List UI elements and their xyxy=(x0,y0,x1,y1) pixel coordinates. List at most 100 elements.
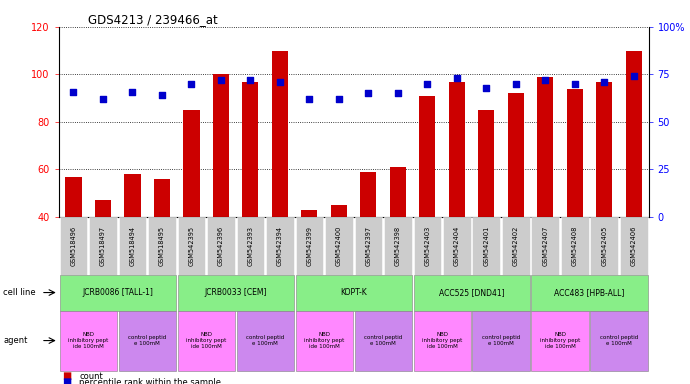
Bar xyxy=(331,205,347,217)
Bar xyxy=(384,217,412,275)
Bar xyxy=(420,96,435,217)
Bar xyxy=(272,51,288,217)
Text: count: count xyxy=(79,372,103,381)
Bar xyxy=(59,217,87,275)
Text: GSM518497: GSM518497 xyxy=(100,226,106,266)
Text: KOPT-K: KOPT-K xyxy=(340,288,367,297)
Text: NBD
inhibitory pept
ide 100mM: NBD inhibitory pept ide 100mM xyxy=(68,332,108,349)
Text: GSM542403: GSM542403 xyxy=(424,226,431,266)
Text: control peptid
e 100mM: control peptid e 100mM xyxy=(482,335,520,346)
Point xyxy=(511,81,522,87)
Bar xyxy=(596,81,613,217)
Bar xyxy=(89,217,117,275)
Bar xyxy=(207,217,235,275)
Bar xyxy=(59,275,176,311)
Bar xyxy=(390,167,406,217)
Point xyxy=(97,96,108,102)
Point xyxy=(569,81,580,87)
Bar xyxy=(473,311,530,371)
Point xyxy=(245,77,256,83)
Text: NBD
inhibitory pept
ide 100mM: NBD inhibitory pept ide 100mM xyxy=(304,332,344,349)
Bar xyxy=(538,77,553,217)
Point xyxy=(629,73,640,79)
Text: GSM542408: GSM542408 xyxy=(572,225,578,266)
Bar xyxy=(184,110,199,217)
Bar xyxy=(119,217,146,275)
Text: GSM542406: GSM542406 xyxy=(631,225,637,266)
Point xyxy=(540,77,551,83)
Bar xyxy=(295,311,353,371)
Point xyxy=(186,81,197,87)
Bar xyxy=(266,217,294,275)
Text: GSM542404: GSM542404 xyxy=(454,225,460,266)
Text: GSM542399: GSM542399 xyxy=(306,226,313,266)
Bar xyxy=(531,217,559,275)
Bar xyxy=(360,172,377,217)
Text: NBD
inhibitory pept
ide 100mM: NBD inhibitory pept ide 100mM xyxy=(186,332,226,349)
Bar xyxy=(59,311,117,371)
Text: ■: ■ xyxy=(62,377,71,384)
Text: JCRB0086 [TALL-1]: JCRB0086 [TALL-1] xyxy=(82,288,153,297)
Bar xyxy=(591,311,648,371)
Bar xyxy=(154,179,170,217)
Bar xyxy=(295,217,323,275)
Text: GSM542397: GSM542397 xyxy=(366,226,371,266)
Text: GSM518494: GSM518494 xyxy=(130,226,135,266)
Bar xyxy=(531,275,648,311)
Bar xyxy=(66,177,81,217)
Bar xyxy=(626,51,642,217)
Bar xyxy=(508,93,524,217)
Bar xyxy=(620,217,648,275)
Text: percentile rank within the sample: percentile rank within the sample xyxy=(79,378,221,384)
Point xyxy=(157,92,168,98)
Text: GDS4213 / 239466_at: GDS4213 / 239466_at xyxy=(88,13,218,26)
Text: GSM518496: GSM518496 xyxy=(70,226,77,266)
Bar xyxy=(561,217,589,275)
Point xyxy=(215,77,226,83)
Bar xyxy=(413,311,471,371)
Bar xyxy=(177,275,294,311)
Text: GSM542407: GSM542407 xyxy=(542,225,549,266)
Bar xyxy=(237,311,294,371)
Bar xyxy=(413,275,530,311)
Bar xyxy=(355,217,382,275)
Text: agent: agent xyxy=(3,336,28,345)
Point xyxy=(68,88,79,94)
Bar xyxy=(95,200,111,217)
Bar xyxy=(242,81,259,217)
Text: GSM542401: GSM542401 xyxy=(484,226,489,266)
Text: GSM542405: GSM542405 xyxy=(602,225,607,266)
Text: control peptid
e 100mM: control peptid e 100mM xyxy=(364,335,402,346)
Bar xyxy=(213,74,229,217)
Text: ■: ■ xyxy=(62,371,71,381)
Bar xyxy=(566,89,583,217)
Text: control peptid
e 100mM: control peptid e 100mM xyxy=(246,335,284,346)
Bar xyxy=(325,217,353,275)
Text: GSM542402: GSM542402 xyxy=(513,225,519,266)
Text: NBD
inhibitory pept
ide 100mM: NBD inhibitory pept ide 100mM xyxy=(540,332,580,349)
Text: GSM542393: GSM542393 xyxy=(248,226,253,266)
Text: control peptid
e 100mM: control peptid e 100mM xyxy=(128,335,166,346)
Text: GSM518495: GSM518495 xyxy=(159,226,165,266)
Point xyxy=(481,84,492,91)
Text: JCRB0033 [CEM]: JCRB0033 [CEM] xyxy=(204,288,267,297)
Point xyxy=(599,79,610,85)
Text: GSM542400: GSM542400 xyxy=(336,225,342,266)
Bar xyxy=(502,217,530,275)
Bar xyxy=(355,311,412,371)
Text: ACC483 [HPB-ALL]: ACC483 [HPB-ALL] xyxy=(555,288,624,297)
Bar xyxy=(302,210,317,217)
Text: GSM542395: GSM542395 xyxy=(188,226,195,266)
Bar xyxy=(478,110,495,217)
Text: GSM542396: GSM542396 xyxy=(218,226,224,266)
Point xyxy=(275,79,286,85)
Text: GSM542398: GSM542398 xyxy=(395,226,401,266)
Bar xyxy=(177,217,205,275)
Text: cell line: cell line xyxy=(3,288,36,297)
Bar xyxy=(531,311,589,371)
Bar xyxy=(148,217,176,275)
Point xyxy=(393,90,404,96)
Text: ACC525 [DND41]: ACC525 [DND41] xyxy=(439,288,504,297)
Bar xyxy=(177,311,235,371)
Bar xyxy=(473,217,500,275)
